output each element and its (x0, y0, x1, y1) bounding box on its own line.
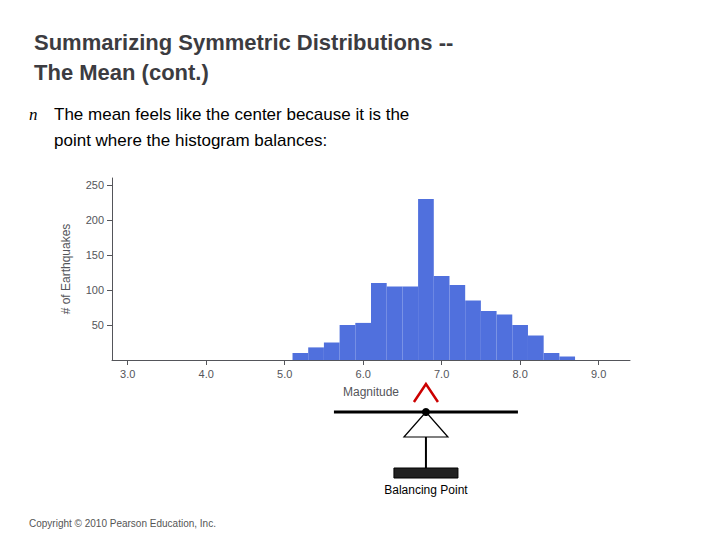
svg-text:n: n (29, 105, 38, 124)
svg-text:Summarizing Symmetric Distribu: Summarizing Symmetric Distributions -- (34, 30, 453, 55)
svg-text:8.0: 8.0 (512, 368, 527, 380)
svg-text:point where the histogram bala: point where the histogram balances: (54, 131, 327, 150)
svg-text:Balancing Point: Balancing Point (384, 483, 468, 497)
svg-text:5.0: 5.0 (277, 368, 292, 380)
svg-text:The Mean (cont.): The Mean (cont.) (34, 60, 209, 85)
svg-text:# of Earthquakes: # of Earthquakes (59, 224, 73, 315)
svg-text:The: The (54, 105, 88, 124)
svg-text:200: 200 (86, 214, 104, 226)
svg-text:100: 100 (86, 284, 104, 296)
svg-text:250: 250 (86, 179, 104, 191)
svg-text:4.0: 4.0 (199, 368, 214, 380)
svg-text:6.0: 6.0 (356, 368, 371, 380)
svg-text:7.0: 7.0 (434, 368, 449, 380)
svg-text:150: 150 (86, 249, 104, 261)
svg-text:50: 50 (92, 319, 104, 331)
svg-text:3.0: 3.0 (120, 368, 135, 380)
svg-text:mean: mean (88, 105, 131, 124)
svg-text:feels like the center because: feels like the center because it is the (131, 105, 410, 124)
svg-text:Magnitude: Magnitude (343, 385, 399, 399)
svg-text:Copyright © 2010 Pearson Educa: Copyright © 2010 Pearson Education, Inc. (29, 518, 216, 529)
svg-text:9.0: 9.0 (591, 368, 606, 380)
